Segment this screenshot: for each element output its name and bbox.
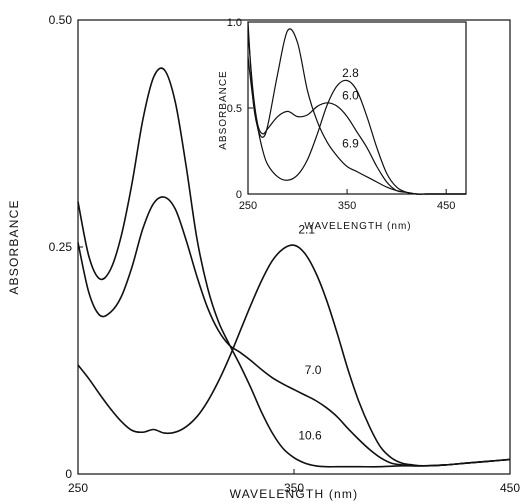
main-plot-frame bbox=[77, 19, 511, 475]
inset-x-tick-label: 450 bbox=[437, 200, 455, 212]
main-series-line-0 bbox=[77, 244, 511, 467]
main-x-tick-label: 350 bbox=[284, 481, 304, 495]
inset-y-axis-title: ABSORBANCE bbox=[218, 70, 229, 149]
main-x-tick-label: 450 bbox=[500, 481, 520, 495]
main-y-tick-label: 0 bbox=[65, 467, 72, 481]
main-x-tick-label: 250 bbox=[68, 481, 88, 495]
inset-y-tick-label: 1.0 bbox=[227, 17, 242, 29]
inset-series-label-2: 6.9 bbox=[342, 137, 359, 151]
chart-marks: 250 350 450 0 0.25 0.50 2.1 7.0 10.6 250 350 450 0 0.… bbox=[49, 13, 521, 495]
inset-x-tick-label: 350 bbox=[338, 200, 356, 212]
main-series-line-2 bbox=[77, 67, 511, 468]
main-series-line-1 bbox=[77, 196, 511, 467]
inset-x-axis-title: WAVELENGTH (nm) bbox=[304, 221, 411, 232]
inset-plot-frame bbox=[247, 21, 467, 195]
main-series-label-0: 2.1 bbox=[298, 222, 315, 236]
inset-y-tick-label: 0 bbox=[236, 189, 242, 201]
main-y-tick-label: 0.25 bbox=[49, 240, 73, 254]
main-y-tick-label: 0.50 bbox=[49, 13, 73, 27]
inset-series-label-0: 2.8 bbox=[342, 66, 359, 80]
main-series-label-2: 10.6 bbox=[298, 428, 322, 442]
inset-y-tick-label: 0.5 bbox=[227, 103, 242, 115]
main-y-axis-title: ABSORBANCE bbox=[7, 199, 21, 294]
inset-series-line-2 bbox=[247, 21, 466, 195]
inset-x-tick-label: 250 bbox=[239, 200, 257, 212]
main-x-axis-title: WAVELENGTH (nm) bbox=[230, 487, 359, 501]
main-series-label-1: 7.0 bbox=[305, 363, 322, 377]
inset-series-label-1: 6.0 bbox=[342, 88, 359, 102]
